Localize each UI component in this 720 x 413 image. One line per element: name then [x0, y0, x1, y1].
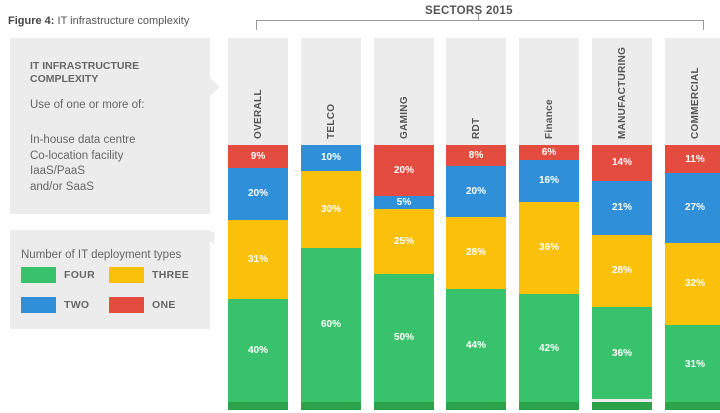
bar-segment-two: 27%: [665, 173, 720, 243]
data-label: 6%: [541, 147, 557, 159]
info-box: IT INFRASTRUCTURE COMPLEXITY Use of one …: [10, 38, 220, 214]
data-label: 8%: [468, 149, 484, 161]
data-label: 16%: [538, 175, 559, 187]
bar-segment-four: 44%: [446, 288, 506, 402]
legend-label-four: FOUR: [64, 269, 95, 281]
category-label: Finance: [543, 99, 555, 139]
data-label: 42%: [538, 342, 559, 354]
legend-item-three: THREE: [109, 267, 189, 283]
data-label: 25%: [393, 235, 414, 247]
bar-segment-four: 31%: [665, 324, 720, 405]
bar-segment-one: 14%: [592, 145, 652, 181]
bar-segment-three: 28%: [446, 216, 506, 289]
column-base: [374, 402, 434, 410]
bar-segment-two: 16%: [519, 160, 579, 202]
legend-title: Number of IT deployment types: [21, 249, 182, 261]
bar-segment-two: 10%: [301, 145, 361, 171]
column-base: [519, 402, 579, 410]
bar-segment-three: 31%: [228, 219, 288, 300]
category-label: MANUFACTURING: [616, 46, 628, 139]
legend-box: Number of IT deployment types FOUR THREE…: [10, 230, 210, 329]
data-label: 32%: [684, 278, 705, 290]
bar-segment-four: 50%: [374, 273, 434, 402]
column-base: [592, 402, 652, 410]
legend-item-one: ONE: [109, 297, 176, 313]
figure-number: Figure 4:: [8, 15, 55, 27]
data-label: 28%: [465, 247, 486, 259]
legend-item-four: FOUR: [21, 267, 95, 283]
legend-item-two: TWO: [21, 297, 89, 313]
legend-swatch-four: [21, 267, 56, 283]
bar-segment-one: 9%: [228, 145, 288, 169]
column-base: [446, 402, 506, 410]
bar-segment-four: 36%: [592, 306, 652, 400]
bar-segment-one: 8%: [446, 145, 506, 166]
category-label: RDT: [470, 117, 482, 139]
bar-segment-two: 20%: [228, 168, 288, 220]
data-label: 60%: [320, 319, 341, 331]
legend-swatch-three: [109, 267, 144, 283]
info-title-line2: COMPLEXITY: [30, 73, 99, 85]
data-label: 14%: [611, 157, 632, 169]
data-label: 31%: [247, 253, 268, 265]
info-item: IaaS/PaaS: [30, 165, 85, 177]
figure-title: IT infrastructure complexity: [57, 15, 190, 27]
bar-segment-one: 6%: [519, 145, 579, 161]
bar-segment-two: 21%: [592, 180, 652, 235]
bar-segment-four: 40%: [228, 299, 288, 402]
data-label: 20%: [247, 188, 268, 200]
sectors-bracket-tick: [478, 14, 479, 20]
data-label: 28%: [611, 265, 632, 277]
data-label: 40%: [247, 345, 268, 357]
bar-segment-two: 20%: [446, 165, 506, 217]
info-list: In-house data centre Co-location facilit…: [30, 133, 136, 195]
data-label: 5%: [396, 197, 412, 209]
data-label: 30%: [320, 203, 341, 215]
column-base: [665, 402, 720, 410]
bar-segment-three: 36%: [519, 201, 579, 295]
bar-segment-two: 5%: [374, 196, 434, 210]
legend-label-two: TWO: [64, 299, 90, 311]
data-label: 50%: [393, 332, 414, 344]
column-base: [301, 402, 361, 410]
data-label: 36%: [538, 242, 559, 254]
bar-segment-one: 11%: [665, 145, 720, 174]
bar-segment-four: 42%: [519, 294, 579, 402]
category-label: COMMERCIAL: [689, 67, 701, 139]
bar-segment-three: 30%: [301, 170, 361, 248]
sectors-bracket: [256, 20, 704, 30]
data-label: 20%: [393, 165, 414, 177]
figure-caption: Figure 4: IT infrastructure complexity: [8, 15, 189, 27]
bar-segment-three: 25%: [374, 209, 434, 274]
bar-segment-four: 60%: [301, 247, 361, 402]
column-base: [228, 402, 288, 410]
data-label: 21%: [611, 202, 632, 214]
legend-label-one: ONE: [152, 299, 176, 311]
info-subtitle: Use of one or more of:: [30, 99, 145, 111]
category-label: OVERALL: [252, 89, 264, 139]
legend-swatch-two: [21, 297, 56, 313]
info-title-line1: IT INFRASTRUCTURE: [30, 60, 140, 72]
data-label: 20%: [465, 185, 486, 197]
chart-title: SECTORS 2015: [425, 5, 513, 17]
category-label: TELCO: [325, 103, 337, 139]
bar-segment-one: 20%: [374, 145, 434, 197]
bar-segment-three: 32%: [665, 242, 720, 325]
info-item: and/or SaaS: [30, 180, 94, 193]
bar-segment-three: 28%: [592, 234, 652, 307]
data-label: 9%: [250, 151, 266, 163]
data-label: 10%: [320, 152, 341, 164]
info-item: In-house data centre: [30, 134, 136, 146]
legend-swatch-one: [109, 297, 144, 313]
data-label: 44%: [465, 339, 486, 351]
data-label: 27%: [684, 202, 705, 214]
legend-label-three: THREE: [152, 269, 190, 281]
data-label: 31%: [684, 359, 705, 371]
info-item: Co-location facility: [30, 149, 124, 162]
category-label: GAMING: [398, 96, 410, 139]
info-title: IT INFRASTRUCTURE COMPLEXITY: [30, 60, 200, 86]
data-label: 36%: [611, 347, 632, 359]
data-label: 11%: [685, 153, 705, 165]
